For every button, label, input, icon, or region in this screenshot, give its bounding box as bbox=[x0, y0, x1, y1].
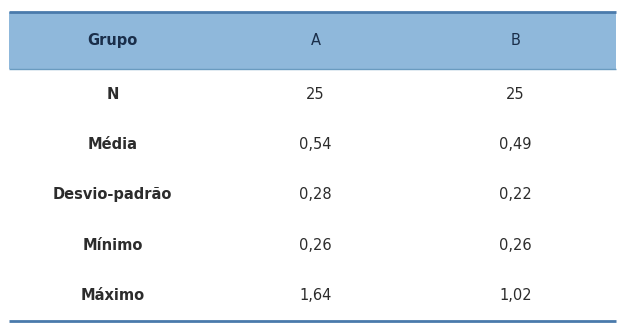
Text: 0,28: 0,28 bbox=[299, 187, 332, 203]
Text: A: A bbox=[311, 33, 321, 48]
Text: 1,02: 1,02 bbox=[499, 288, 532, 303]
Text: 25: 25 bbox=[306, 87, 325, 102]
Text: Mínimo: Mínimo bbox=[82, 238, 142, 253]
Text: 0,54: 0,54 bbox=[299, 137, 332, 152]
Text: 1,64: 1,64 bbox=[299, 288, 332, 303]
Text: 0,22: 0,22 bbox=[499, 187, 532, 203]
Text: Grupo: Grupo bbox=[88, 33, 138, 48]
Text: N: N bbox=[106, 87, 119, 102]
Text: B: B bbox=[511, 33, 521, 48]
Text: 25: 25 bbox=[506, 87, 525, 102]
Text: Média: Média bbox=[88, 137, 138, 152]
Text: 0,49: 0,49 bbox=[499, 137, 532, 152]
Bar bbox=[9, 12, 616, 69]
Text: Desvio-padrão: Desvio-padrão bbox=[52, 187, 172, 203]
Text: Máximo: Máximo bbox=[81, 288, 144, 303]
Text: 0,26: 0,26 bbox=[299, 238, 332, 253]
Text: 0,26: 0,26 bbox=[499, 238, 532, 253]
